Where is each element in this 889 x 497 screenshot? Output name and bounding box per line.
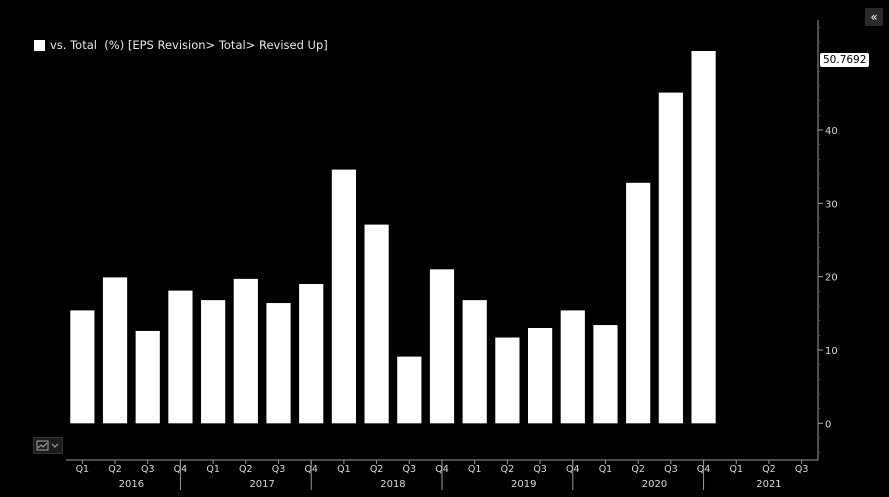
x-tick-label: Q3 bbox=[664, 464, 678, 475]
bar bbox=[429, 269, 455, 424]
x-tick-label: Q1 bbox=[337, 464, 351, 475]
bar bbox=[70, 310, 95, 424]
y-tick-label: 10 bbox=[825, 346, 838, 357]
chart-type-button[interactable] bbox=[33, 437, 63, 454]
line-chart-icon bbox=[36, 440, 59, 451]
year-label: 2020 bbox=[642, 479, 667, 490]
year-label: 2018 bbox=[380, 479, 405, 490]
year-label: 2019 bbox=[511, 479, 536, 490]
x-tick-label: Q1 bbox=[206, 464, 220, 475]
x-tick-label: Q3 bbox=[141, 464, 155, 475]
x-tick-label: Q1 bbox=[76, 464, 90, 475]
x-tick-label: Q1 bbox=[599, 464, 613, 475]
bar bbox=[527, 328, 553, 424]
bar bbox=[135, 330, 160, 424]
bar bbox=[364, 224, 389, 424]
bar bbox=[495, 337, 520, 424]
y-axis: 0 10 20 30 40 bbox=[817, 20, 838, 460]
bar bbox=[560, 310, 585, 424]
x-tick-label: Q3 bbox=[403, 464, 417, 475]
bar bbox=[626, 182, 651, 424]
bar bbox=[593, 325, 618, 424]
year-label: 2016 bbox=[119, 479, 144, 490]
y-tick-label: 20 bbox=[825, 273, 838, 284]
x-tick-label: Q2 bbox=[239, 464, 253, 475]
bar bbox=[233, 278, 258, 424]
bar bbox=[266, 303, 291, 424]
legend-swatch bbox=[34, 39, 45, 51]
year-label: 2017 bbox=[249, 479, 274, 490]
bar bbox=[331, 169, 357, 424]
x-tick-label: Q3 bbox=[795, 464, 809, 475]
legend: vs. Total (%) [EPS Revision> Total> Revi… bbox=[30, 36, 332, 54]
last-value-badge: 50.7692 bbox=[820, 53, 870, 67]
bar bbox=[397, 356, 422, 424]
legend-label: vs. Total (%) [EPS Revision> Total> Revi… bbox=[50, 38, 328, 52]
bar bbox=[168, 290, 193, 424]
y-tick-label: 30 bbox=[825, 199, 838, 210]
collapse-panel-button[interactable]: « bbox=[865, 8, 883, 26]
x-tick-label: Q1 bbox=[468, 464, 482, 475]
bar bbox=[691, 51, 716, 424]
x-tick-label: Q2 bbox=[631, 464, 645, 475]
x-tick-label: Q3 bbox=[272, 464, 286, 475]
bar bbox=[658, 92, 683, 424]
bar bbox=[299, 284, 324, 424]
x-tick-label: Q3 bbox=[533, 464, 547, 475]
x-tick-label: Q2 bbox=[501, 464, 515, 475]
bar bbox=[201, 300, 226, 424]
year-label: 2021 bbox=[756, 479, 781, 490]
x-tick-label: Q2 bbox=[370, 464, 384, 475]
x-tick-label: Q2 bbox=[762, 464, 776, 475]
y-tick-label: 40 bbox=[825, 126, 838, 137]
y-tick-label: 0 bbox=[825, 419, 831, 430]
bars-group bbox=[70, 51, 716, 424]
bar bbox=[102, 277, 128, 424]
bar bbox=[462, 300, 487, 424]
x-tick-label: Q2 bbox=[108, 464, 122, 475]
x-tick-label: Q1 bbox=[729, 464, 743, 475]
x-axis: Q1 Q2 Q3 Q4 Q1 Q2 Q3 Q4 Q1 Q2 Q3 Q4 Q1 Q2 Q3 Q4 Q1 Q2 Q3 Q4… bbox=[66, 459, 818, 490]
chevron-down-icon bbox=[51, 443, 59, 448]
